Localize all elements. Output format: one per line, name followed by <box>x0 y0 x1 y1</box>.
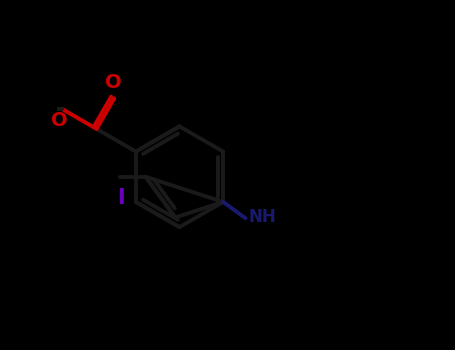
Text: I: I <box>117 188 125 208</box>
Text: O: O <box>51 111 67 130</box>
Text: NH: NH <box>248 208 276 226</box>
Text: O: O <box>105 73 121 92</box>
